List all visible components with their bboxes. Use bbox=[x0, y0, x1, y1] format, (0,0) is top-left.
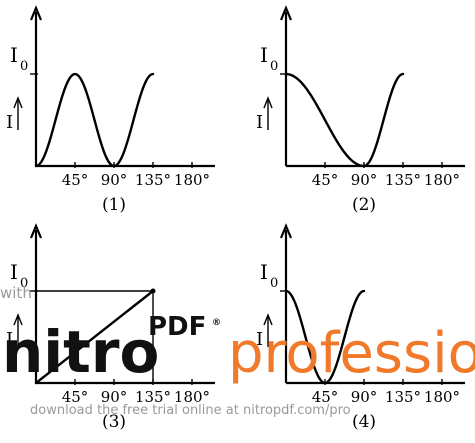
y-ref-label: I bbox=[260, 43, 268, 67]
intensity-curve bbox=[284, 289, 366, 385]
chart-caption: (3) bbox=[102, 412, 126, 432]
x-tick-label: 45° bbox=[62, 171, 89, 189]
y-ref-subscript: 0 bbox=[270, 276, 278, 291]
y-ref-label: I bbox=[260, 260, 268, 284]
y-axis-arrowhead bbox=[29, 223, 43, 239]
intensity-curve bbox=[284, 72, 405, 168]
x-tick-label: 90° bbox=[351, 171, 378, 189]
chart-caption: (2) bbox=[352, 195, 376, 215]
x-tick-label: 135° bbox=[385, 171, 421, 189]
intensity-curve bbox=[34, 289, 155, 385]
watermark-with-text: with bbox=[0, 284, 32, 302]
y-ref-subscript: 0 bbox=[270, 59, 278, 74]
y-label-arrowhead bbox=[13, 313, 23, 326]
nitro-watermark: with nitro PDF ® professio download the … bbox=[0, 284, 475, 418]
y-axis-arrowhead bbox=[29, 5, 43, 21]
y-axis-label: I bbox=[6, 329, 13, 350]
intensity-curve bbox=[34, 72, 155, 168]
x-tick-label: 135° bbox=[135, 388, 171, 406]
x-tick-label: 180° bbox=[174, 171, 210, 189]
x-tick-label: 90° bbox=[351, 388, 378, 406]
x-tick-label: 135° bbox=[135, 171, 171, 189]
y-ref-label: I bbox=[10, 260, 18, 284]
chart-caption: (4) bbox=[352, 412, 376, 432]
y-axis-label: I bbox=[256, 112, 263, 133]
x-tick-label: 135° bbox=[385, 388, 421, 406]
x-tick-label: 45° bbox=[312, 171, 339, 189]
y-label-arrowhead bbox=[263, 96, 273, 109]
y-label-arrowhead bbox=[13, 96, 23, 109]
watermark-pdf-text: PDF bbox=[148, 312, 206, 342]
chart-caption: (1) bbox=[102, 195, 126, 215]
y-ref-label: I bbox=[10, 43, 18, 67]
watermark-nitro-text: nitro bbox=[2, 318, 159, 386]
y-axis-label: I bbox=[6, 112, 13, 133]
x-tick-label: 90° bbox=[101, 388, 128, 406]
watermark-download-text: download the free trial online at nitrop… bbox=[30, 403, 351, 418]
x-tick-label: 180° bbox=[174, 388, 210, 406]
y-axis-arrowhead bbox=[279, 223, 293, 239]
x-tick-label: 45° bbox=[62, 388, 89, 406]
x-tick-label: 180° bbox=[424, 388, 460, 406]
x-tick-label: 45° bbox=[312, 388, 339, 406]
y-axis-arrowhead bbox=[279, 5, 293, 21]
y-ref-subscript: 0 bbox=[20, 59, 28, 74]
x-tick-label: 90° bbox=[101, 171, 128, 189]
watermark-registered-mark: ® bbox=[212, 318, 221, 328]
x-tick-label: 180° bbox=[424, 171, 460, 189]
y-ref-subscript: 0 bbox=[20, 276, 28, 291]
y-label-arrowhead bbox=[263, 313, 273, 326]
y-axis-label: I bbox=[256, 329, 263, 350]
watermark-professional-text: professio bbox=[228, 321, 475, 386]
